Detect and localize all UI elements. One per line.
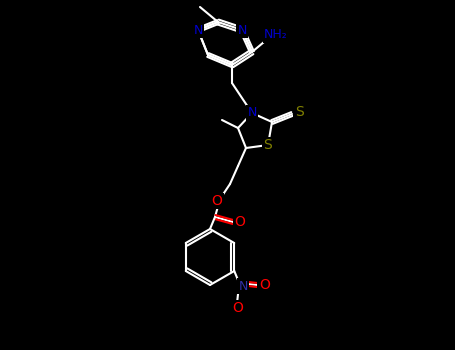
Text: O: O xyxy=(212,194,222,208)
Text: N: N xyxy=(248,106,257,119)
Text: O: O xyxy=(235,215,245,229)
Text: N: N xyxy=(193,23,202,36)
Text: S: S xyxy=(295,105,303,119)
Text: O: O xyxy=(259,278,270,292)
Text: NH₂: NH₂ xyxy=(264,28,288,42)
Text: N: N xyxy=(238,280,248,293)
Text: S: S xyxy=(263,138,273,152)
Text: N: N xyxy=(238,23,247,36)
Text: O: O xyxy=(232,301,243,315)
